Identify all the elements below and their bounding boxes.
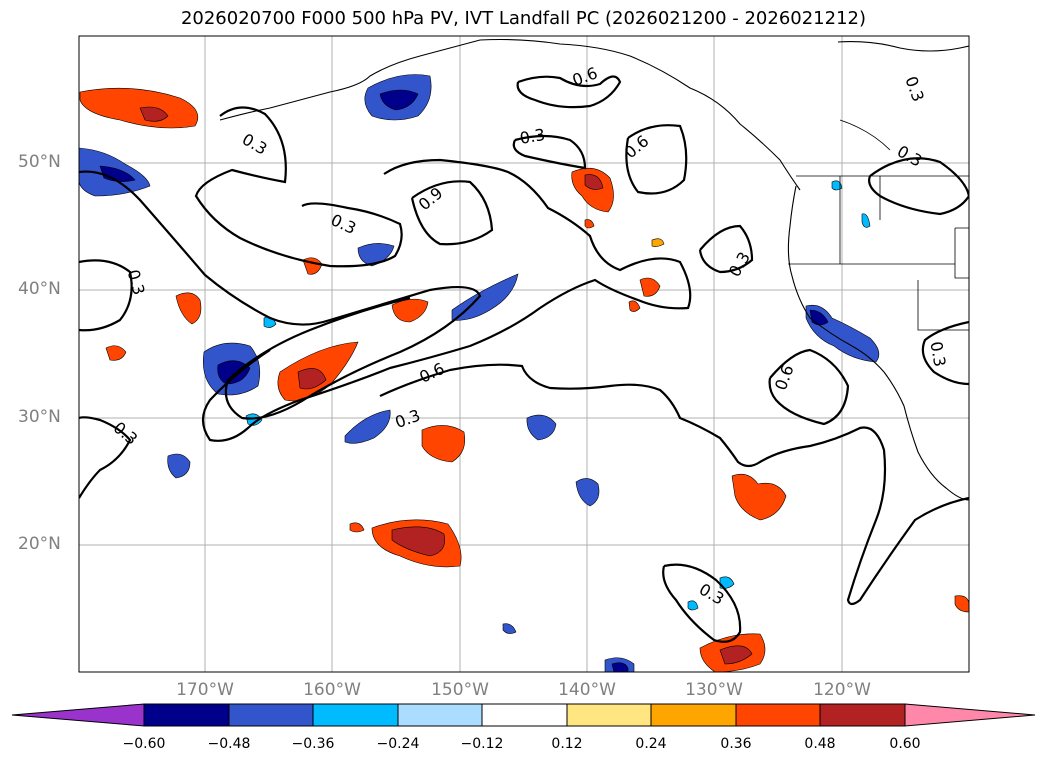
coastlines: [219, 38, 969, 501]
colorbar-tick: −0.12: [460, 736, 504, 752]
pv-blob: [628, 300, 641, 312]
lon-label-130w: 130°W: [685, 680, 743, 700]
contour-line: [868, 157, 969, 216]
pv-blob: [167, 453, 191, 479]
pv-blob: [639, 277, 661, 297]
north-america-coast: [787, 185, 969, 501]
lon-label-120w: 120°W: [813, 680, 871, 700]
contour-line: [79, 416, 132, 499]
pv-blob: [391, 526, 445, 557]
pv-blob: [357, 243, 395, 267]
contour-line: [516, 75, 622, 109]
contour-label: 0.3: [518, 125, 546, 148]
pv-blob: [421, 425, 466, 463]
colorbar-tick: 0.12: [551, 736, 583, 752]
pv-blob: [502, 623, 517, 634]
pv-blob: [731, 473, 787, 521]
political-borders: [788, 119, 969, 331]
contour-line: [662, 563, 742, 643]
pv-blob: [139, 106, 169, 122]
pv-blob: [611, 662, 629, 672]
colorbar-tick: −0.60: [122, 736, 166, 752]
alaska-coast: [219, 38, 801, 191]
pv-blob: [575, 478, 600, 507]
pv-blob: [526, 414, 557, 441]
state-border: [839, 119, 891, 151]
colorbar-tick: −0.48: [207, 736, 251, 752]
map-title: 2026020700 F000 500 hPa PV, IVT Landfall…: [180, 8, 867, 29]
lat-label-30n: 30°N: [18, 407, 61, 427]
pv-blob: [391, 298, 429, 323]
contour-line: [79, 170, 482, 420]
lat-label-20n: 20°N: [18, 534, 61, 554]
colorbar-segment: [312, 703, 399, 727]
negative-pv-anomalies: [79, 74, 880, 672]
pv-blob: [344, 409, 391, 444]
contour-line: [768, 348, 850, 426]
pv-blob: [105, 345, 127, 361]
state-border: [917, 280, 969, 331]
pv-blob: [954, 595, 969, 613]
colorbar-segment: [397, 703, 483, 727]
lat-label-40n: 40°N: [18, 279, 61, 299]
colorbar-tick: 0.36: [720, 736, 752, 752]
contour-line: [79, 259, 133, 332]
colorbar-tick: 0.48: [804, 736, 836, 752]
contour-line: [512, 134, 587, 170]
pv-blob: [861, 213, 871, 228]
lon-label-150w: 150°W: [431, 680, 489, 700]
pv-blob: [831, 180, 843, 191]
lon-label-170w: 170°W: [176, 680, 234, 700]
state-border: [954, 227, 969, 279]
pv-blob: [175, 292, 202, 325]
pv-blob: [584, 174, 604, 190]
contour-line: [379, 363, 969, 606]
lon-label-160w: 160°W: [303, 680, 361, 700]
canada-coast: [837, 41, 969, 52]
pv-blob: [651, 238, 665, 247]
pv-blob: [79, 87, 199, 129]
pv-blob: [349, 522, 365, 533]
pv-blob: [297, 368, 327, 390]
contour-line: [410, 180, 494, 246]
colorbar-tick: 0.24: [635, 736, 667, 752]
colorbar-segment: [650, 703, 737, 727]
contour-line: [194, 106, 403, 268]
contour-line: [201, 158, 692, 442]
colorbar-over-extension: [904, 703, 1036, 727]
lat-label-50n: 50°N: [18, 152, 61, 172]
colorbar-tick: −0.24: [376, 736, 420, 752]
pv-blob: [687, 600, 699, 611]
lon-label-140w: 140°W: [558, 680, 616, 700]
colorbar-tick: 0.60: [889, 736, 921, 752]
colorbar-segment: [481, 703, 568, 727]
contour-line: [921, 320, 969, 386]
pv-blob: [719, 645, 753, 665]
positive-pv-anomalies: [79, 87, 969, 672]
contour-label: 0.3: [926, 340, 949, 368]
colorbar-segment: [143, 703, 230, 727]
contour-line: [698, 224, 754, 274]
colorbar-segment: [228, 703, 314, 727]
pv-blob: [217, 360, 251, 385]
colorbar-segment: [566, 703, 652, 727]
colorbar-segment: [819, 703, 906, 727]
ivt-contours: [79, 75, 969, 643]
contour-line: [625, 124, 688, 195]
colorbar-segment: [735, 703, 821, 727]
pv-blob: [571, 167, 614, 213]
colorbar-tick: −0.36: [291, 736, 335, 752]
pv-blob: [379, 89, 419, 111]
pv-blob: [584, 219, 595, 229]
colorbar: [11, 703, 1036, 727]
colorbar-under-extension: [11, 703, 145, 727]
